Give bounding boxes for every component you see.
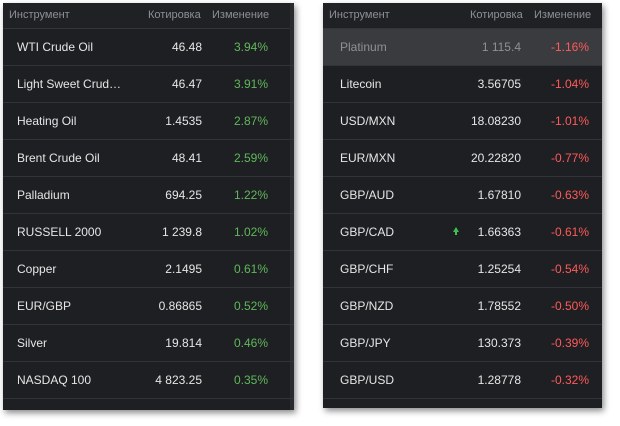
quote-value: 3.56705 [477, 77, 521, 91]
table-row[interactable]: Palladium 694.25 1.22% [3, 177, 294, 214]
instrument-name: GBP/CAD [340, 225, 395, 239]
change-value: 2.59% [233, 151, 268, 165]
instrument-name: Copper [17, 262, 57, 276]
column-header-quote[interactable]: Котировка [470, 9, 523, 21]
change-value: 3.94% [233, 40, 268, 54]
quote-value: 1.78552 [477, 299, 521, 313]
quote-value: 1.67810 [477, 188, 521, 202]
quote-value: 18.08230 [470, 114, 521, 128]
instrument-name: Palladium [17, 188, 70, 202]
table-row[interactable]: Copper 2.1495 0.61% [3, 251, 294, 288]
quote-value: 130.373 [477, 336, 521, 350]
instrument-name: Litecoin [340, 77, 382, 91]
table-header: Инструмент Котировка Изменение [323, 3, 602, 29]
change-value: 2.87% [233, 114, 268, 128]
up-arrow-icon [453, 227, 459, 235]
change-value: -0.39% [550, 336, 589, 350]
quote-value: 46.48 [171, 40, 202, 54]
quote-value: 1.25254 [477, 262, 521, 276]
quote-value: 694.25 [165, 188, 202, 202]
instrument-name: USD/MXN [340, 114, 396, 128]
change-value: -0.50% [550, 299, 589, 313]
table-row[interactable]: USD/MXN 18.08230 -1.01% [323, 103, 602, 140]
change-value: -1.01% [550, 114, 589, 128]
table-row[interactable]: GBP/CHF 1.25254 -0.54% [323, 251, 602, 288]
change-value: -1.16% [550, 40, 589, 54]
change-value: 0.52% [233, 299, 268, 313]
quote-value: 46.47 [171, 77, 202, 91]
table-row[interactable]: GBP/AUD 1.67810 -0.63% [323, 177, 602, 214]
instrument-name: GBP/AUD [340, 188, 395, 202]
table-row[interactable]: Litecoin 3.56705 -1.04% [323, 66, 602, 103]
instrument-name: RUSSELL 2000 [17, 225, 102, 239]
change-value: 0.35% [233, 373, 268, 387]
instrument-name: NASDAQ 100 [17, 373, 92, 387]
instrument-name: EUR/GBP [17, 299, 72, 313]
column-header-instrument[interactable]: Инструмент [9, 9, 70, 21]
instrument-name: EUR/MXN [340, 151, 396, 165]
table-row[interactable]: GBP/JPY 130.373 -0.39% [323, 325, 602, 362]
change-value: -0.77% [550, 151, 589, 165]
column-header-change[interactable]: Изменение [212, 9, 270, 21]
quote-value: 48.41 [171, 151, 202, 165]
change-value: 0.61% [233, 262, 268, 276]
table-header: Инструмент Котировка Изменение [3, 3, 294, 29]
table-row[interactable]: NASDAQ 100 4 823.25 0.35% [3, 362, 294, 399]
change-value: -0.63% [550, 188, 589, 202]
table-row[interactable]: GBP/NZD 1.78552 -0.50% [323, 288, 602, 325]
table-row[interactable]: WTI Crude Oil 46.48 3.94% [3, 29, 294, 66]
table-row[interactable]: RUSSELL 2000 1 239.8 1.02% [3, 214, 294, 251]
instrument-name: WTI Crude Oil [17, 40, 94, 54]
instrument-name: Platinum [340, 40, 387, 54]
column-header-quote[interactable]: Котировка [148, 9, 201, 21]
change-value: -1.04% [550, 77, 589, 91]
table-row[interactable]: EUR/MXN 20.22820 -0.77% [323, 140, 602, 177]
column-header-instrument[interactable]: Инструмент [329, 9, 390, 21]
change-value: 1.22% [233, 188, 268, 202]
change-value: -0.54% [550, 262, 589, 276]
instrument-name: GBP/USD [340, 373, 395, 387]
change-value: -0.61% [550, 225, 589, 239]
table-row[interactable]: Platinum 1 115.4 -1.16% [323, 29, 602, 66]
instrument-name: Brent Crude Oil [17, 151, 100, 165]
quote-value: 1.66363 [477, 225, 521, 239]
change-value: 3.91% [233, 77, 268, 91]
quote-value: 2.1495 [165, 262, 202, 276]
quote-value: 19.814 [165, 336, 202, 350]
scrollbar[interactable] [290, 3, 294, 410]
change-value: -0.32% [550, 373, 589, 387]
column-header-change[interactable]: Изменение [534, 9, 592, 21]
table-row[interactable]: Brent Crude Oil 48.41 2.59% [3, 140, 294, 177]
instrument-name: Silver [17, 336, 48, 350]
instrument-name: GBP/NZD [340, 299, 394, 313]
quote-value: 1.28778 [477, 373, 521, 387]
instrument-name: GBP/JPY [340, 336, 391, 350]
table-row[interactable]: Light Sweet Crud… 46.47 3.91% [3, 66, 294, 103]
instrument-name: Heating Oil [17, 114, 77, 128]
quote-value: 20.22820 [470, 151, 521, 165]
quote-value: 4 823.25 [155, 373, 202, 387]
losers-table: Инструмент Котировка Изменение Platinum … [323, 3, 602, 408]
table-row[interactable]: Silver 19.814 0.46% [3, 325, 294, 362]
quote-value: 1 239.8 [161, 225, 202, 239]
instrument-name: GBP/CHF [340, 262, 394, 276]
table-row[interactable]: Heating Oil 1.4535 2.87% [3, 103, 294, 140]
table-row[interactable]: EUR/GBP 0.86865 0.52% [3, 288, 294, 325]
quote-value: 1.4535 [165, 114, 202, 128]
change-value: 0.46% [233, 336, 268, 350]
quote-value: 1 115.4 [481, 40, 521, 54]
instrument-name: Light Sweet Crud… [17, 77, 122, 91]
change-value: 1.02% [233, 225, 268, 239]
table-row[interactable]: GBP/USD 1.28778 -0.32% [323, 362, 602, 399]
table-row[interactable]: GBP/CAD 1.66363 -0.61% [323, 214, 602, 251]
quote-value: 0.86865 [158, 299, 202, 313]
gainers-table: Инструмент Котировка Изменение WTI Crude… [3, 3, 294, 410]
